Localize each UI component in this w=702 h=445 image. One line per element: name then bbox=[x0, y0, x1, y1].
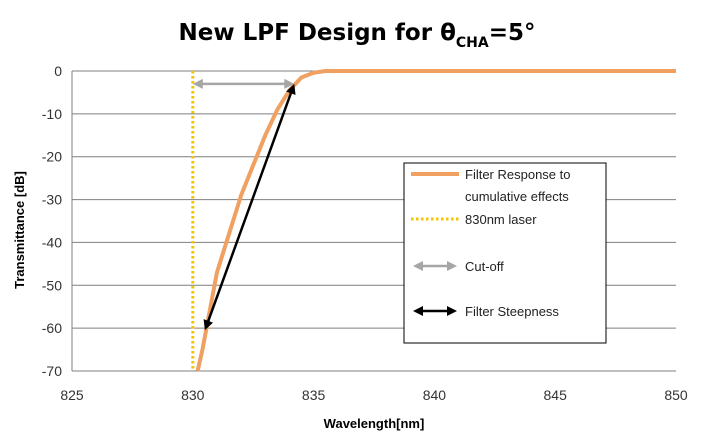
x-tick-label: 825 bbox=[60, 387, 84, 403]
legend-label-series-0: Filter Response to cumulative effects bbox=[465, 167, 571, 204]
y-axis-ticks: 0 -10 -20 -30 -40 -50 -60 -70 bbox=[42, 63, 62, 379]
x-tick-label: 845 bbox=[544, 387, 568, 403]
x-tick-label: 840 bbox=[423, 387, 447, 403]
legend-swatch-annotation-0 bbox=[413, 261, 457, 271]
y-tick-label: -70 bbox=[42, 363, 62, 379]
chart-title: New LPF Design for θCHA=5° bbox=[178, 20, 535, 51]
x-tick-label: 835 bbox=[302, 387, 326, 403]
y-tick-label: -20 bbox=[42, 149, 62, 165]
legend-box bbox=[403, 162, 607, 344]
annotations-group bbox=[192, 78, 296, 331]
x-tick-label: 830 bbox=[181, 387, 205, 403]
series-group bbox=[191, 69, 676, 372]
series-line-0 bbox=[195, 69, 676, 372]
legend-label-annotation-1: Filter Steepness bbox=[465, 304, 559, 319]
y-tick-label: -50 bbox=[42, 277, 62, 293]
y-tick-label: -30 bbox=[42, 192, 62, 208]
y-tick-label: -10 bbox=[42, 106, 62, 122]
x-axis-ticks: 825 830 835 840 845 850 bbox=[60, 387, 688, 403]
y-axis-title: Transmittance [dB] bbox=[12, 171, 27, 289]
x-tick-label: 850 bbox=[664, 387, 688, 403]
legend-label-annotation-0: Cut-off bbox=[465, 259, 504, 274]
legend: Filter Response to cumulative effects 830n… bbox=[403, 162, 607, 344]
x-axis-title: Wavelength[nm] bbox=[324, 416, 425, 431]
legend-swatch-annotation-1 bbox=[413, 306, 457, 316]
y-tick-label: 0 bbox=[54, 63, 62, 79]
y-tick-label: -40 bbox=[42, 234, 62, 250]
y-tick-label: -60 bbox=[42, 320, 62, 336]
gridlines bbox=[71, 70, 676, 372]
annotation-arrow-0 bbox=[192, 78, 295, 89]
annotation-arrow-1 bbox=[203, 83, 296, 331]
legend-label-series-1: 830nm laser bbox=[465, 212, 537, 227]
